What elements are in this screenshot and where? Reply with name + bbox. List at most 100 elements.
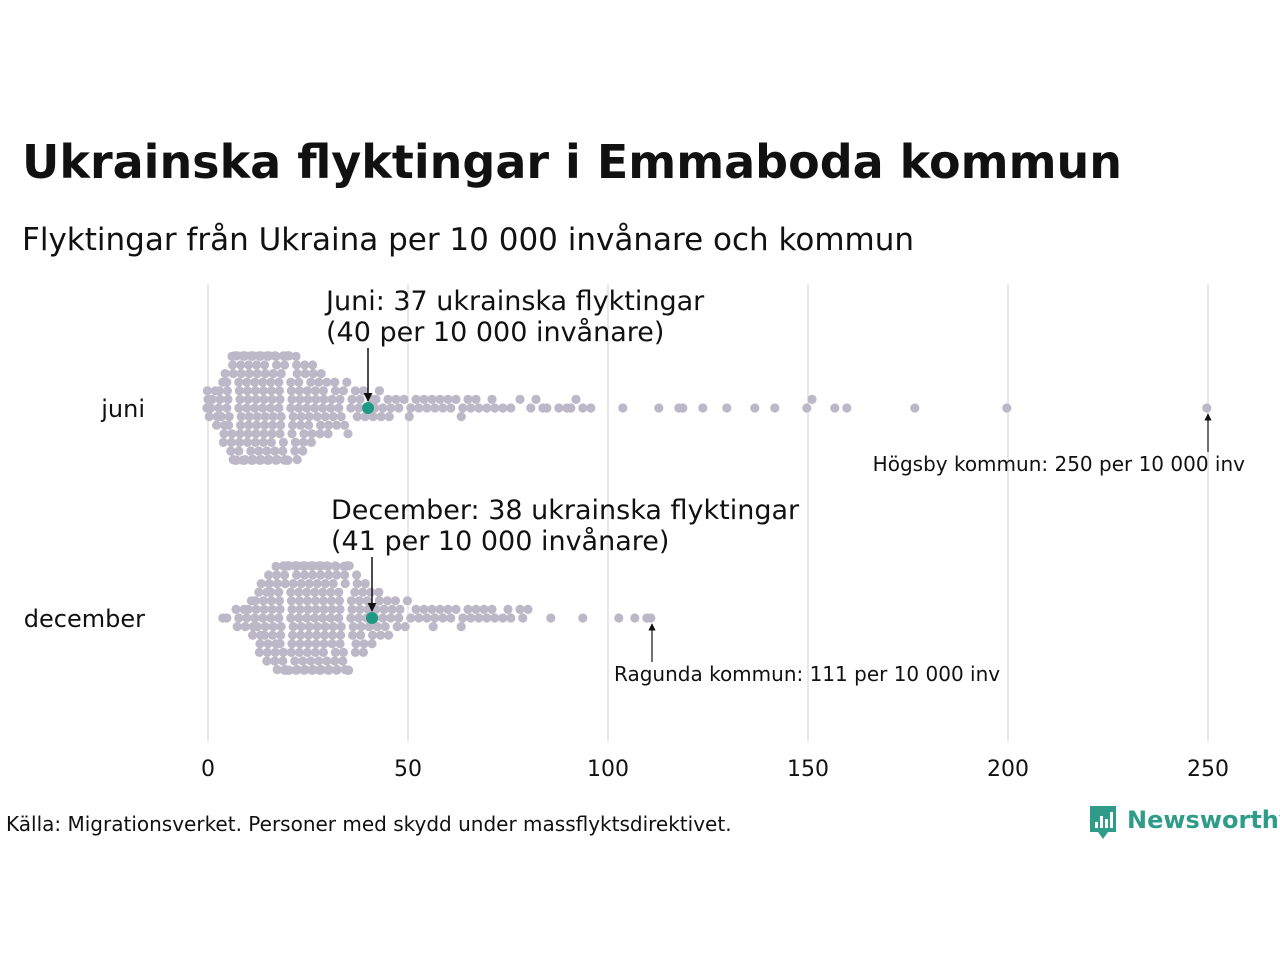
highlight-point (362, 402, 374, 414)
data-point (234, 437, 244, 447)
data-point (910, 403, 920, 413)
data-point (258, 437, 268, 447)
data-point (250, 377, 260, 387)
data-point (310, 613, 320, 623)
data-point (360, 412, 370, 422)
data-point (296, 622, 306, 632)
data-point (314, 665, 324, 675)
chart-subtitle: Flyktingar från Ukraina per 10 000 invån… (22, 222, 914, 258)
data-point (302, 613, 312, 623)
data-point (300, 360, 310, 370)
data-point (276, 412, 286, 422)
data-point (578, 403, 588, 413)
data-point (698, 403, 708, 413)
data-point (463, 604, 473, 615)
data-point (296, 630, 306, 640)
data-point (332, 665, 342, 675)
data-point (275, 604, 285, 615)
data-point (230, 455, 240, 465)
data-point (438, 403, 448, 413)
data-point (384, 412, 394, 422)
data-point (266, 596, 276, 606)
data-point (262, 446, 272, 456)
data-point (258, 377, 268, 387)
highlight-label: December: 38 ukrainska flyktingar (331, 495, 800, 526)
data-point (328, 579, 338, 589)
data-point (222, 403, 232, 413)
data-point (294, 386, 304, 396)
data-point (334, 613, 344, 623)
data-point (227, 429, 237, 439)
data-point (391, 394, 401, 404)
data-point (307, 665, 317, 675)
data-point (330, 377, 340, 387)
data-point (284, 665, 294, 675)
data-point (338, 386, 348, 396)
highlight-point (366, 612, 378, 624)
data-point (286, 596, 296, 606)
newsworthy-logo: Newsworthy (1090, 806, 1280, 839)
data-point (327, 604, 337, 615)
data-point (271, 561, 281, 572)
data-point (466, 403, 476, 413)
data-point (320, 630, 330, 640)
data-point (272, 360, 282, 370)
data-point (474, 403, 484, 413)
data-point (263, 639, 273, 649)
data-point (274, 613, 284, 623)
data-point (228, 360, 238, 370)
data-point (374, 386, 384, 396)
data-point (546, 613, 556, 623)
data-point (250, 596, 260, 606)
data-point (842, 403, 852, 413)
data-point (435, 394, 445, 404)
data-point (260, 369, 270, 379)
data-point (318, 403, 328, 413)
data-point (308, 369, 318, 379)
data-point (323, 665, 333, 675)
data-point (256, 579, 266, 589)
data-point (250, 403, 260, 413)
data-point (310, 596, 320, 606)
data-point (316, 570, 326, 580)
data-point (515, 394, 525, 404)
data-point (346, 596, 356, 606)
data-point (294, 377, 304, 387)
data-point (422, 613, 432, 623)
data-point (270, 446, 280, 456)
data-point (406, 613, 416, 623)
data-point (316, 420, 326, 430)
data-point (312, 412, 322, 422)
data-point (243, 394, 253, 404)
data-point (242, 386, 252, 396)
data-point (278, 656, 288, 666)
data-point (503, 604, 513, 615)
data-point (299, 665, 309, 675)
data-point (252, 420, 262, 430)
x-tick-label: 250 (1187, 757, 1229, 782)
highlight-label: Juni: 37 ukrainska flyktingar (324, 286, 705, 317)
data-point (802, 403, 812, 413)
data-point (335, 604, 345, 615)
data-point (356, 630, 366, 640)
data-point (274, 377, 284, 387)
data-point (471, 604, 481, 615)
data-point (446, 403, 456, 413)
data-point (326, 596, 336, 606)
data-point (272, 570, 282, 580)
data-point (291, 665, 301, 675)
data-point (242, 377, 252, 387)
data-point (334, 587, 344, 597)
data-point (251, 604, 261, 615)
data-point (354, 403, 364, 413)
chart-title: Ukrainska flyktingar i Emmaboda kommun (22, 135, 1122, 189)
data-point (399, 394, 409, 404)
data-point (286, 613, 296, 623)
data-point (678, 403, 688, 413)
data-point (250, 386, 260, 396)
data-point (278, 446, 288, 456)
data-point (482, 613, 492, 623)
data-point (402, 596, 412, 606)
data-point (322, 561, 332, 571)
data-point (323, 429, 333, 439)
